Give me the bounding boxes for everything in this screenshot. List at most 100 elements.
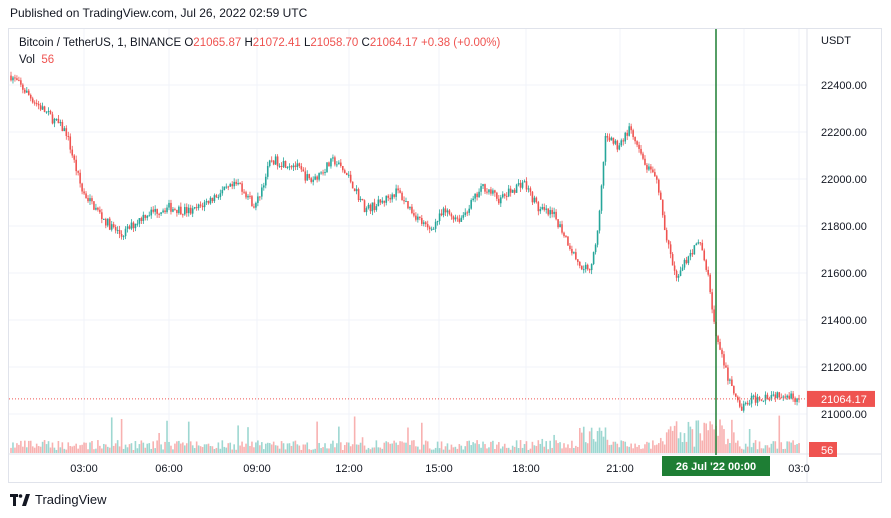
volume-bar [784, 448, 786, 453]
candle-body [519, 183, 522, 188]
candle-body [351, 181, 354, 189]
volume-bar [547, 449, 549, 453]
volume-bar [328, 448, 330, 453]
candle-body [199, 204, 202, 206]
volume-bar [274, 445, 277, 453]
candle-body [604, 135, 607, 162]
volume-bar [713, 429, 715, 453]
volume-bar [592, 439, 595, 453]
volume-bar [466, 441, 469, 453]
volume-bar [553, 434, 555, 453]
volume-bar [182, 442, 184, 453]
candle-body [312, 179, 314, 182]
last-volume-badge [809, 442, 837, 457]
candle-body [478, 191, 480, 198]
candle-body [600, 185, 603, 211]
volume-bar [521, 447, 524, 453]
volume-bar [59, 447, 62, 453]
volume-bar [91, 441, 93, 453]
volume-bar [409, 444, 411, 453]
volume-bar [154, 448, 156, 453]
volume-bar [33, 447, 36, 453]
candle-body [464, 212, 467, 216]
volume-bar [604, 427, 607, 453]
candle-body [89, 198, 91, 202]
candle-body [126, 226, 129, 229]
volume-bar [63, 448, 66, 453]
candle-body [18, 80, 20, 82]
volume-bar [118, 446, 121, 453]
candle-body [744, 402, 747, 404]
last-volume-label: 56 [821, 445, 833, 457]
volume-value: 56 [41, 54, 55, 66]
candle-body [156, 209, 158, 214]
candle-body [442, 208, 445, 216]
volume-bar [496, 444, 498, 453]
candle-body [644, 158, 646, 165]
candle-body [719, 341, 721, 350]
volume-bar [233, 444, 235, 453]
last-price-label: 21064.17 [821, 394, 867, 406]
candle-body [353, 188, 356, 192]
volume-bar [391, 443, 393, 453]
candle-body [359, 198, 362, 201]
volume-bar [73, 445, 75, 453]
volume-bar [116, 440, 119, 453]
volume-bar [49, 447, 52, 453]
volume-bar [160, 444, 162, 453]
candle-body [549, 210, 551, 215]
volume-bar [644, 444, 646, 453]
volume-bar [501, 446, 504, 453]
candle-body [182, 214, 184, 216]
volume-bar [330, 443, 332, 453]
volume-bar [229, 442, 232, 453]
volume-bar [146, 443, 149, 453]
volume-bar [719, 419, 721, 453]
volume-bar [158, 432, 160, 453]
candle-body [377, 199, 380, 207]
price-chart[interactable]: USDT 22400.00 22200.00 22000.00 21800.00 2160… [9, 29, 881, 482]
volume-bar [650, 448, 652, 453]
volume-bar [24, 440, 26, 453]
volume-bar [47, 441, 50, 453]
candle-body [83, 191, 85, 194]
candle-body [582, 269, 585, 271]
candle-body [772, 394, 775, 396]
candle-body [263, 185, 265, 188]
volume-bar [203, 444, 206, 453]
candle-body [103, 218, 105, 220]
volume-bar [580, 432, 583, 453]
candle-body [618, 145, 621, 150]
volume-bar [270, 444, 273, 453]
candle-body [407, 201, 409, 209]
chart-panel[interactable]: USDT 22400.00 22200.00 22000.00 21800.00 2160… [8, 28, 882, 483]
candle-body [130, 222, 133, 229]
candle-body [22, 84, 24, 90]
candle-body [561, 224, 563, 233]
candle-body [284, 160, 287, 168]
time-tick-label: 09:00 [243, 463, 271, 475]
volume-bar [458, 444, 461, 453]
candle-body [257, 196, 259, 203]
candle-body [762, 400, 765, 402]
volume-bar [71, 446, 74, 453]
candle-body [379, 199, 382, 203]
volume-bar [255, 442, 257, 453]
volume-bar [249, 445, 251, 453]
candle-body [695, 243, 698, 246]
candle-body [784, 396, 786, 398]
volume-bar [152, 441, 154, 453]
candle-body [648, 166, 650, 170]
candle-body [750, 395, 753, 404]
volume-bar [253, 447, 255, 453]
volume-bar [551, 447, 553, 453]
candle-body [243, 191, 245, 193]
candle-body [677, 275, 680, 278]
volume-bar [312, 449, 314, 453]
candle-body [430, 228, 433, 230]
volume-bar [476, 440, 478, 453]
volume-bar [543, 446, 546, 453]
volume-bar [579, 427, 581, 453]
volume-bar [748, 429, 751, 453]
candle-body [264, 176, 267, 186]
